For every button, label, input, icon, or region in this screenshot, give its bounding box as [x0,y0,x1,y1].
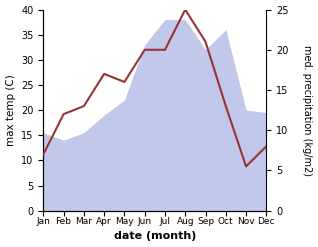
X-axis label: date (month): date (month) [114,231,196,242]
Y-axis label: med. precipitation (kg/m2): med. precipitation (kg/m2) [302,45,313,176]
Y-axis label: max temp (C): max temp (C) [5,74,16,146]
